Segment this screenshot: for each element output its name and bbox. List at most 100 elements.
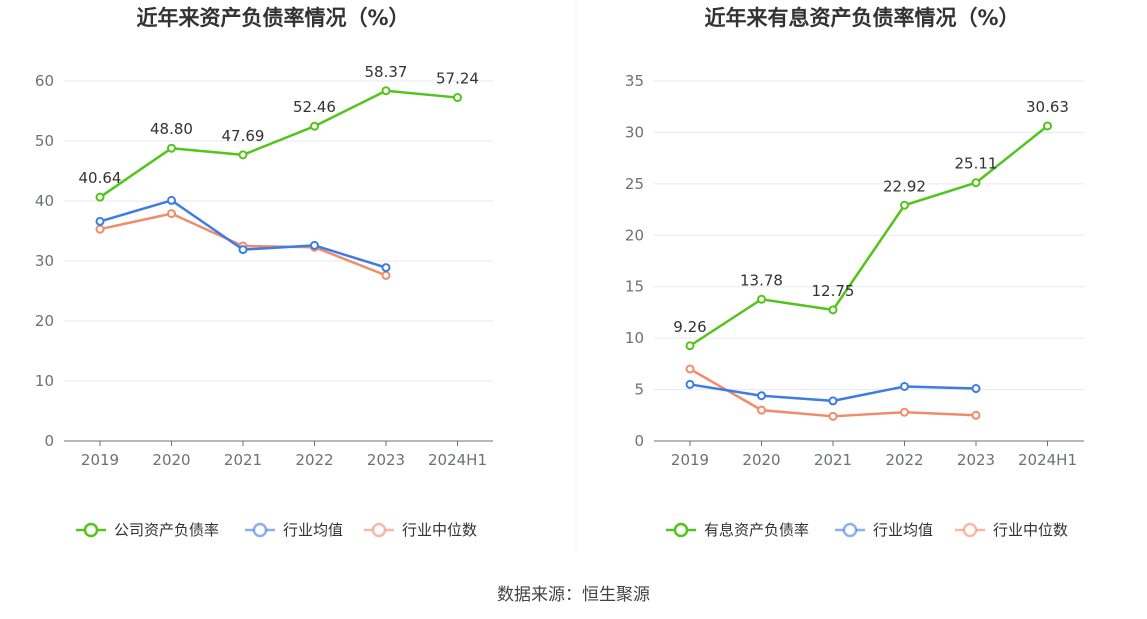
data-point [757, 405, 766, 415]
y-tick-label: 20 [625, 226, 644, 244]
data-label: 30.63 [1026, 98, 1069, 116]
legend-item: 行业中位数 [955, 521, 1068, 539]
legend-label: 公司资产负债率 [114, 521, 219, 539]
legend-label: 行业均值 [873, 521, 933, 539]
data-label: 9.26 [673, 318, 706, 336]
y-tick-label: 30 [35, 252, 54, 270]
chart-1: 近年来资产负债率情况（%） 0 10 20 30 40 50 60 2019 2020 2021 20… [35, 6, 493, 539]
series-2 [685, 379, 981, 406]
data-label: 58.37 [365, 63, 408, 81]
chart-2: 近年来有息资产负债率情况（%） 0 5 10 15 20 25 30 35 2019 2020 202… [625, 6, 1084, 539]
data-point [828, 305, 838, 315]
data-label: 22.92 [883, 177, 926, 195]
y-tick-label: 30 [625, 123, 644, 141]
data-point [685, 379, 695, 389]
legend-item: 有息资产负债率 [666, 521, 809, 539]
y-tick-label: 0 [44, 432, 54, 450]
data-label: 47.69 [222, 127, 265, 145]
x-tick-label: 2019 [81, 451, 119, 469]
legend-marker [962, 522, 978, 538]
x-tick-label: 2022 [885, 451, 923, 469]
series-1: 9.26 13.78 12.75 22.92 25.11 30.63 [673, 98, 1069, 351]
data-point [95, 192, 105, 202]
data-point [381, 263, 391, 273]
series-line [689, 367, 977, 418]
legend-label: 有息资产负债率 [704, 521, 809, 539]
y-tick-label: 25 [625, 175, 644, 193]
x-tick-label: 2023 [367, 451, 405, 469]
data-point [1043, 121, 1052, 131]
data-point [900, 407, 909, 417]
series-1: 40.64 48.80 47.69 52.46 58.37 57.24 [79, 63, 479, 202]
data-label: 57.24 [436, 70, 479, 88]
data-point [971, 410, 981, 420]
y-tick-label: 50 [35, 132, 54, 150]
data-point [310, 121, 319, 131]
data-point [828, 411, 838, 421]
data-point [757, 294, 766, 304]
legend-marker [673, 522, 689, 538]
legend-label: 行业均值 [283, 521, 343, 539]
legend-item: 行业中位数 [364, 521, 477, 539]
x-tick-label: 2022 [295, 451, 333, 469]
data-point [685, 341, 695, 351]
x-tick-label: 2024H1 [1018, 451, 1077, 469]
x-tick-label: 2020 [742, 451, 780, 469]
y-tick-label: 5 [634, 381, 644, 399]
x-tick-label: 2019 [671, 451, 709, 469]
y-tick-label: 10 [625, 329, 644, 347]
series-line [99, 89, 458, 199]
data-point [238, 245, 248, 255]
chart-title: 近年来资产负债率情况（%） [136, 6, 409, 30]
series-line [689, 124, 1049, 347]
data-point [167, 209, 176, 219]
data-point [971, 178, 981, 188]
data-point [167, 195, 176, 205]
data-label: 25.11 [955, 155, 998, 173]
y-tick-label: 60 [35, 72, 54, 90]
data-source: 数据来源：恒生聚源 [497, 585, 650, 605]
legend-marker [371, 522, 387, 538]
legend-label: 行业中位数 [402, 521, 477, 539]
data-label: 13.78 [740, 271, 783, 289]
legend-item: 行业均值 [835, 521, 933, 539]
y-tick-label: 35 [625, 72, 644, 90]
y-tick-label: 20 [35, 312, 54, 330]
data-point [238, 150, 248, 160]
legend-marker [842, 522, 858, 538]
data-point [971, 384, 981, 394]
data-label: 48.80 [150, 120, 193, 138]
data-point [828, 396, 838, 406]
x-tick-label: 2021 [814, 451, 852, 469]
series-3 [95, 209, 391, 280]
legend-label: 行业中位数 [993, 521, 1068, 539]
data-point [453, 93, 462, 103]
legend-marker [83, 522, 99, 538]
data-point [167, 143, 176, 153]
chart-title: 近年来有息资产负债率情况（%） [704, 6, 1019, 30]
data-point [757, 391, 766, 401]
data-point [900, 200, 909, 210]
data-point [381, 86, 391, 96]
data-point [95, 224, 105, 234]
data-point [685, 364, 695, 374]
legend-marker [252, 522, 268, 538]
data-label: 12.75 [812, 282, 855, 300]
x-tick-label: 2023 [957, 451, 995, 469]
data-label: 52.46 [293, 98, 336, 116]
data-point [900, 381, 909, 391]
y-tick-label: 0 [634, 432, 644, 450]
legend-item: 行业均值 [245, 521, 343, 539]
series-3 [685, 364, 981, 421]
x-tick-label: 2021 [224, 451, 262, 469]
x-tick-label: 2024H1 [428, 451, 487, 469]
data-label: 40.64 [79, 169, 122, 187]
y-tick-label: 10 [35, 372, 54, 390]
y-tick-label: 15 [625, 278, 644, 296]
data-point [381, 270, 391, 280]
y-tick-label: 40 [35, 192, 54, 210]
x-tick-label: 2020 [152, 451, 190, 469]
data-point [95, 216, 105, 226]
legend-item: 公司资产负债率 [76, 521, 219, 539]
